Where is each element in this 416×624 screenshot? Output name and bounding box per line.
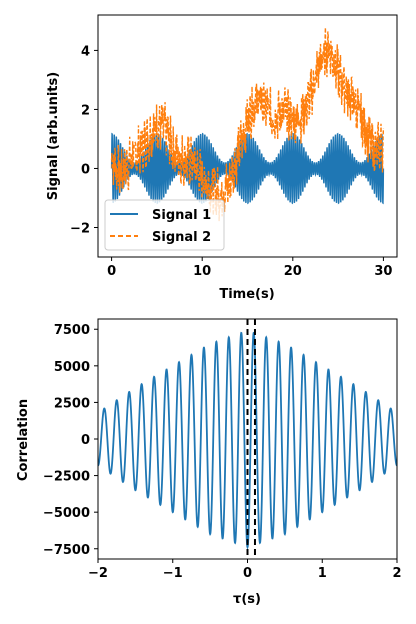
top-chart: 0 10 20 30 −2 0 2 4 Time(s) Signal (arb.units)… [46,14,398,302]
top-y-tick-label: 0 [81,162,90,177]
top-chart-plot-area [110,27,385,222]
top-axes-frame [97,14,398,258]
bottom-y-tick-label: 7500 [54,323,90,338]
top-y-tick-label: 4 [81,44,90,59]
bottom-x-tick-label: 2 [392,566,401,581]
bottom-x-tick-label: −2 [88,566,108,581]
top-y-ticks: −2 0 2 4 [70,44,98,236]
bottom-y-ticks: −7500 −5000 −2500 0 2500 5000 7500 [43,323,98,558]
bottom-y-axis-label: Correlation [16,399,31,481]
top-x-tick-label: 10 [193,264,211,279]
top-x-tick-label: 20 [284,264,302,279]
bottom-chart: −2 −1 0 1 2 −7500 −5000 −2500 0 2500 5000 7500 τ(s… [16,318,402,607]
top-x-ticks: 0 10 20 30 [107,257,392,279]
bottom-y-tick-label: 5000 [54,360,90,375]
signal-2-line [110,27,385,222]
legend-signal-1-label: Signal 1 [152,208,211,223]
bottom-x-tick-label: 0 [243,566,252,581]
top-y-tick-label: 2 [81,103,90,118]
bottom-x-ticks: −2 −1 0 1 2 [88,559,402,581]
bottom-y-tick-label: −2500 [43,470,90,485]
top-y-axis-label: Signal (arb.units) [46,72,61,200]
legend-signal-2-label: Signal 2 [152,230,211,245]
bottom-x-tick-label: −1 [163,566,183,581]
top-x-tick-label: 30 [374,264,392,279]
top-y-tick-label: −2 [70,221,90,236]
top-x-axis-label: Time(s) [219,287,274,302]
bottom-y-tick-label: 0 [81,433,90,448]
signal-1-line [110,132,385,205]
legend-box [104,199,225,251]
bottom-y-tick-label: −5000 [43,506,90,521]
bottom-x-axis-label: τ(s) [233,592,261,607]
correlation-line [97,331,398,550]
bottom-chart-plot-area [97,319,398,559]
legend: Signal 1 Signal 2 [104,199,225,251]
bottom-y-tick-label: −7500 [43,543,90,558]
top-x-tick-label: 0 [107,264,116,279]
bottom-y-tick-label: 2500 [54,396,90,411]
bottom-x-tick-label: 1 [318,566,327,581]
